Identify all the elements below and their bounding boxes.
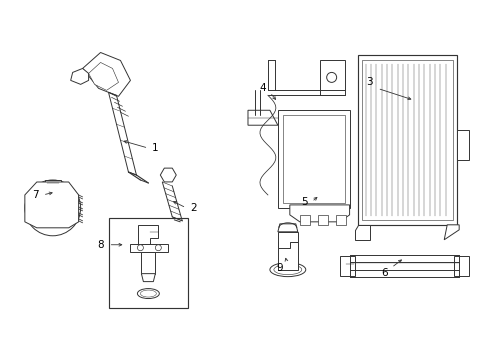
Text: 4: 4 [259,84,265,93]
Circle shape [326,72,336,82]
Polygon shape [141,274,155,282]
Text: 5: 5 [301,197,307,207]
Ellipse shape [273,265,301,275]
Text: 8: 8 [97,240,103,250]
Polygon shape [71,68,88,84]
Text: 2: 2 [189,203,196,213]
Bar [357,55,456,225]
Polygon shape [247,110,277,125]
Text: 7: 7 [32,190,39,200]
Bar [108,218,188,307]
Text: 1: 1 [152,143,158,153]
Polygon shape [289,205,349,222]
Polygon shape [25,182,79,228]
Text: 6: 6 [380,267,387,278]
Polygon shape [160,168,176,182]
Circle shape [25,180,81,236]
Bar [282,115,344,203]
Polygon shape [277,224,297,232]
Text: 9: 9 [276,263,283,273]
Polygon shape [319,60,344,95]
Polygon shape [453,256,468,276]
Polygon shape [354,225,369,240]
Circle shape [35,190,71,226]
Polygon shape [335,215,345,225]
Polygon shape [277,232,297,248]
Polygon shape [339,256,354,276]
Circle shape [155,245,161,251]
Ellipse shape [269,263,305,276]
Text: 3: 3 [366,77,372,87]
Polygon shape [456,130,468,160]
Polygon shape [138,225,158,244]
Ellipse shape [137,289,159,298]
Circle shape [137,245,143,251]
Bar [277,110,349,208]
Bar [361,60,452,220]
Polygon shape [88,62,118,90]
Polygon shape [443,225,458,240]
Bar [277,242,297,270]
Bar [141,252,155,274]
Polygon shape [45,180,61,186]
Ellipse shape [140,290,156,297]
Circle shape [45,200,61,216]
Polygon shape [130,244,168,252]
Polygon shape [317,215,327,225]
Polygon shape [82,53,130,96]
Polygon shape [299,215,309,225]
